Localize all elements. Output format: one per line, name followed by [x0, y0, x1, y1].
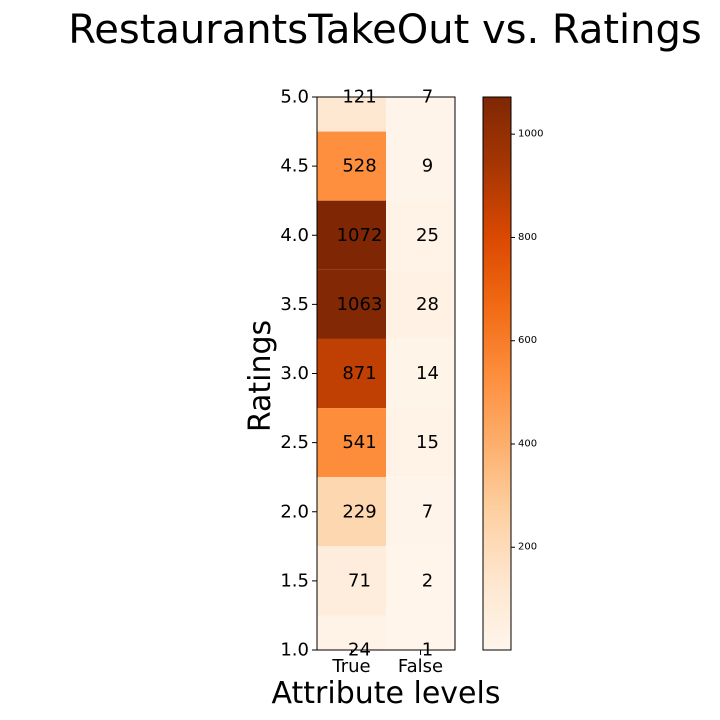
cell-value-label: 541 [342, 432, 376, 453]
heatmap-cell [317, 269, 386, 339]
cell-value-label: 1063 [337, 294, 383, 315]
y-tick-label: 3.0 [280, 363, 309, 384]
chart-title: RestaurantsTakeOut vs. Ratings [68, 7, 701, 53]
y-tick-label: 4.0 [280, 225, 309, 246]
cell-value-label: 229 [342, 501, 376, 522]
cell-value-label: 14 [416, 363, 439, 384]
y-tick-label: 2.5 [280, 432, 309, 453]
colorbar-tick-label: 200 [518, 542, 537, 553]
heatmap-cell [386, 269, 455, 339]
cell-value-label: 2 [422, 570, 433, 591]
y-axis-ticks: 1.0 1.5 2.0 2.5 3.0 3.5 4.0 4.5 5.0 [280, 87, 317, 661]
colorbar-tick-label: 1000 [518, 129, 543, 140]
heatmap-cell [386, 97, 455, 132]
heatmap-cell [386, 546, 455, 616]
x-tick-label: True [331, 656, 370, 677]
heatmap-cell [317, 477, 386, 547]
heatmap-cell [386, 615, 455, 650]
y-tick-label: 4.5 [280, 156, 309, 177]
y-tick-label: 3.5 [280, 294, 309, 315]
heatmap-cell [386, 200, 455, 270]
heatmap-cells [317, 97, 455, 650]
heatmap-cell [386, 338, 455, 409]
heatmap-cell [317, 200, 386, 270]
y-tick-label: 2.0 [280, 501, 309, 522]
cell-value-label: 28 [416, 294, 439, 315]
cell-value-label: 528 [342, 156, 376, 177]
y-tick-label: 1.5 [280, 570, 309, 591]
heatmap-cell [317, 131, 386, 201]
y-tick-label: 5.0 [280, 87, 309, 108]
cell-value-label: 9 [422, 156, 433, 177]
heatmap-cell [317, 615, 386, 650]
x-tick-label: False [398, 656, 443, 677]
heatmap-cell [386, 131, 455, 201]
colorbar-tick-label: 800 [518, 232, 537, 243]
heatmap-cell [386, 477, 455, 547]
colorbar [482, 96, 512, 651]
y-tick-label: 1.0 [280, 640, 309, 661]
heatmap-cell [317, 97, 386, 132]
cell-value-label: 71 [348, 570, 371, 591]
heatmap-cell [317, 338, 386, 409]
cell-value-label: 25 [416, 225, 439, 246]
cell-value-label: 7 [422, 501, 433, 522]
heatmap-cell [386, 408, 455, 478]
colorbar-tick-label: 600 [518, 335, 537, 346]
cell-value-label: 15 [416, 432, 439, 453]
heatmap-cell [317, 408, 386, 478]
x-axis-ticks: True False [331, 650, 443, 677]
colorbar-ticks: 200 400 600 800 1000 [511, 129, 543, 553]
colorbar-tick-label: 400 [518, 438, 537, 449]
y-axis-label: Ratings [243, 320, 278, 432]
heatmap-cell [317, 546, 386, 616]
cell-value-label: 1072 [337, 225, 383, 246]
cell-value-label: 871 [342, 363, 376, 384]
x-axis-label: Attribute levels [272, 676, 501, 711]
